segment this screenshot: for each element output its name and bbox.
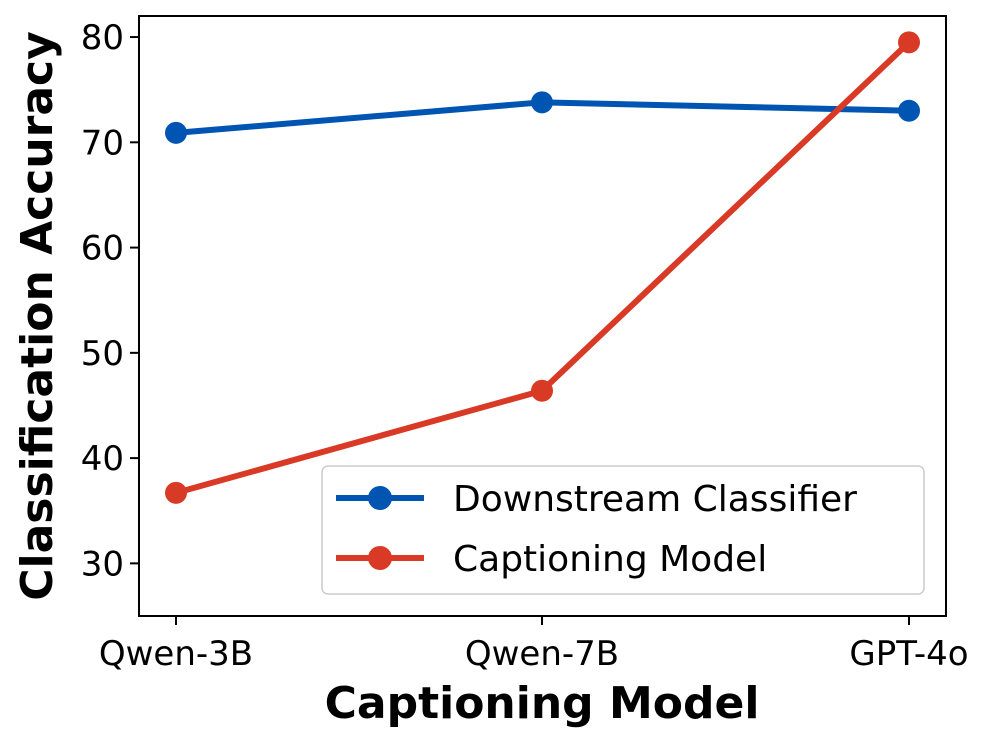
- y-tick-label: 60: [81, 229, 124, 269]
- x-tick-label: Qwen-7B: [465, 634, 619, 674]
- y-axis-title: Classification Accuracy: [12, 31, 63, 601]
- x-tick-label: GPT-4o: [849, 634, 968, 674]
- x-axis-title: Captioning Model: [325, 678, 760, 729]
- axis-ticks: 30 40 50 60 70 80 Qwen-3B Qwen-7B GPT-4o: [81, 18, 969, 674]
- data-point: [165, 481, 187, 504]
- legend-label: Captioning Model: [453, 539, 767, 580]
- legend-label: Downstream Classifier: [453, 479, 857, 520]
- data-point: [531, 91, 553, 114]
- data-point: [165, 121, 187, 144]
- x-tick-label: Qwen-3B: [99, 634, 253, 674]
- y-tick-label: 80: [81, 18, 124, 58]
- data-point: [898, 31, 920, 54]
- legend-swatch-marker: [368, 486, 392, 510]
- data-point: [531, 379, 553, 402]
- plot-marks: [165, 31, 920, 504]
- y-tick-label: 50: [81, 334, 124, 374]
- legend: Downstream Classifier Captioning Model: [321, 465, 925, 595]
- y-tick-label: 30: [81, 544, 124, 584]
- y-tick-label: 40: [81, 439, 124, 479]
- legend-swatch-marker: [368, 546, 392, 570]
- legend-box: [321, 465, 925, 595]
- data-point: [898, 99, 920, 122]
- y-tick-label: 70: [81, 123, 124, 163]
